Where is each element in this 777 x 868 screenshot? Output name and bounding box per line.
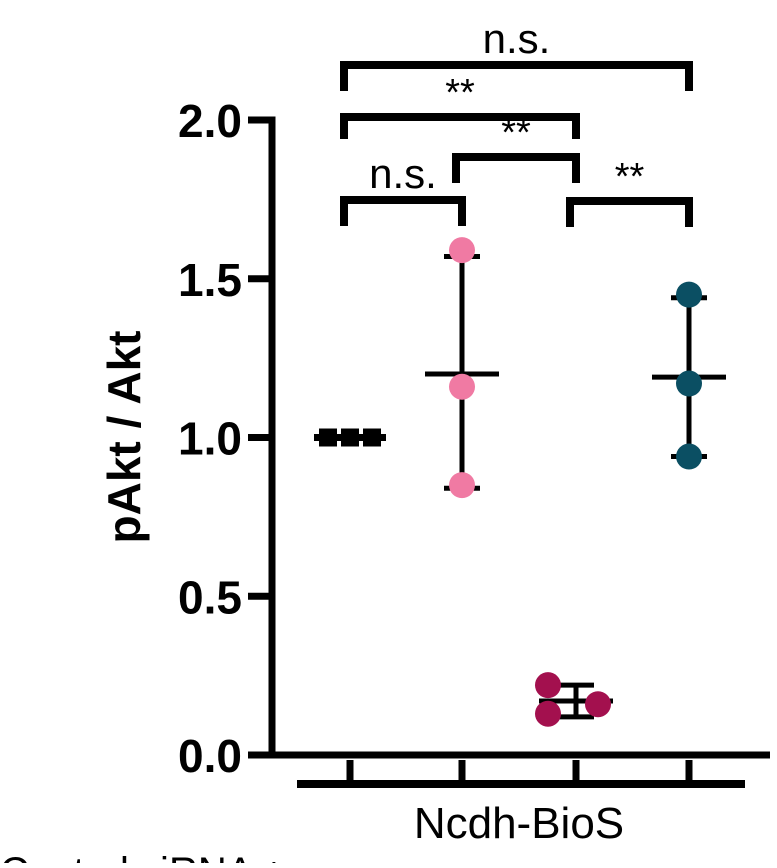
data-point [676,370,702,397]
data-point [449,237,475,264]
significance-bracket [340,113,580,139]
significance-bracket [340,196,466,226]
x-axis [297,760,745,788]
significance-brackets: n.s.******n.s. [340,15,693,227]
data-points [314,237,702,727]
data-point [449,472,475,499]
y-tick-label: 0.5 [178,571,242,623]
significance-label: n.s. [483,15,551,62]
significance-label: ** [615,156,645,198]
data-point [676,281,702,308]
significance-label: n.s. [369,150,437,197]
y-axis: 0.0 0.5 1.0 1.5 2.0 [178,95,770,782]
y-tick-label: 1.5 [178,254,242,306]
data-point [449,373,475,400]
significance-bracket [566,197,693,227]
data-point [535,700,561,727]
significance-label: ** [445,72,475,114]
significance-bracket [340,61,693,91]
data-point [585,691,611,718]
data-point [676,443,702,470]
row-label: Control siRNA + [0,850,286,863]
y-tick-label: 0.0 [178,730,242,782]
significance-bracket [452,153,580,183]
y-tick-label: 2.0 [178,95,242,147]
data-point [535,672,561,699]
y-axis-label: pAkt / Akt [98,331,150,544]
x-group-label: Ncdh-BioS [414,799,624,848]
y-tick-label: 1.0 [178,413,242,465]
